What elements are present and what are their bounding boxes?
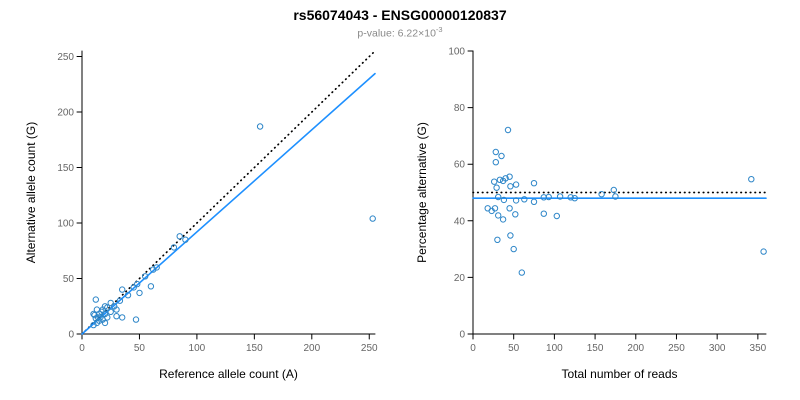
svg-text:100: 100 xyxy=(448,46,465,57)
svg-text:0: 0 xyxy=(68,329,74,340)
svg-text:0: 0 xyxy=(470,343,476,354)
pvalue-exponent: -3 xyxy=(435,25,443,34)
svg-text:300: 300 xyxy=(709,343,726,354)
svg-text:350: 350 xyxy=(750,343,767,354)
svg-text:100: 100 xyxy=(546,343,563,354)
allele-count-scatter-plot: 0 50 100 150 200 250 0 50 100 150 200 250 Reference … xyxy=(24,49,378,381)
pvalue-text: p-value: 6.22×10 xyxy=(357,27,436,40)
svg-text:40: 40 xyxy=(454,216,466,227)
svg-text:Alternative allele count (G): Alternative allele count (G) xyxy=(24,121,38,262)
svg-text:250: 250 xyxy=(668,343,685,354)
pvalue-subtitle: p-value: 6.22×10-3 xyxy=(0,25,800,40)
svg-text:150: 150 xyxy=(57,163,74,174)
svg-text:100: 100 xyxy=(189,343,206,354)
svg-text:200: 200 xyxy=(57,107,74,118)
page-title: rs56074043 - ENSG00000120837 xyxy=(0,0,800,23)
title-text: rs56074043 - ENSG00000120837 xyxy=(293,7,507,23)
svg-text:50: 50 xyxy=(63,274,75,285)
svg-text:50: 50 xyxy=(508,343,520,354)
svg-text:250: 250 xyxy=(361,343,378,354)
svg-text:200: 200 xyxy=(303,343,320,354)
svg-text:Total number of reads: Total number of reads xyxy=(561,367,677,381)
svg-text:100: 100 xyxy=(57,218,74,229)
svg-text:150: 150 xyxy=(246,343,263,354)
svg-text:80: 80 xyxy=(454,103,466,114)
svg-text:60: 60 xyxy=(454,159,466,170)
svg-text:250: 250 xyxy=(57,52,74,63)
svg-text:150: 150 xyxy=(587,343,604,354)
percentage-alternative-scatter-plot: 0 50 100 150 200 250 300 350 0 20 40 60 80 100 Total n… xyxy=(415,46,767,381)
svg-text:Percentage alternative (G): Percentage alternative (G) xyxy=(415,122,429,263)
svg-text:50: 50 xyxy=(134,343,146,354)
plots-row: 0 50 100 150 200 250 0 50 100 150 200 250 Reference … xyxy=(0,42,800,390)
svg-text:0: 0 xyxy=(459,329,465,340)
svg-text:200: 200 xyxy=(627,343,644,354)
svg-text:Reference allele count (A): Reference allele count (A) xyxy=(159,367,298,381)
svg-text:20: 20 xyxy=(454,272,466,283)
svg-text:0: 0 xyxy=(79,343,85,354)
